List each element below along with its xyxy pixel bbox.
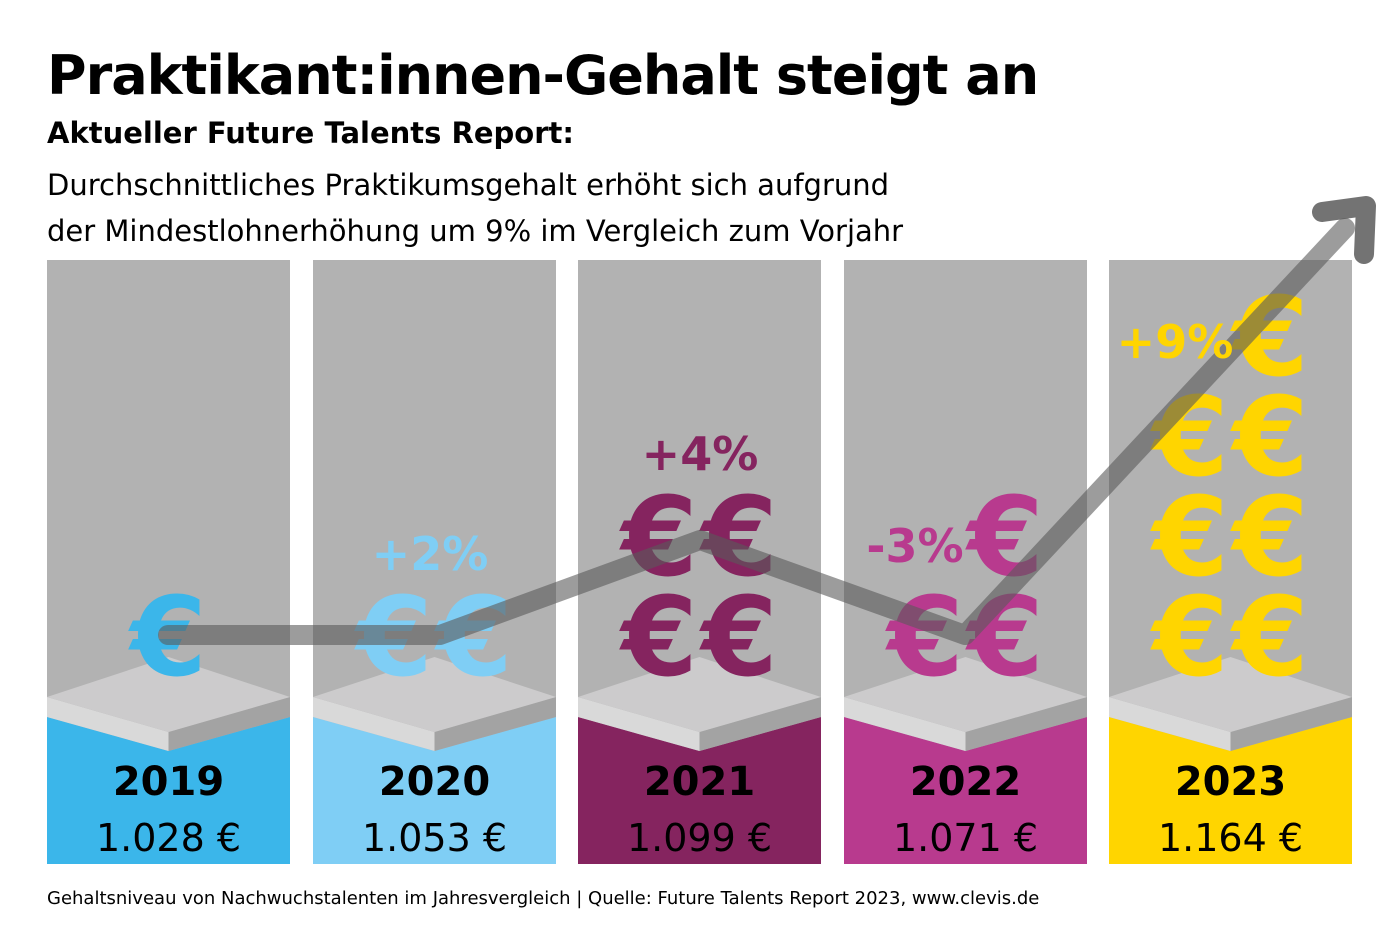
salary-value-label: 1.028 € [96, 816, 241, 860]
trend-line [158, 218, 1355, 645]
euro-icon: € [698, 573, 778, 701]
bar-base [578, 717, 821, 864]
platform-right-face [965, 697, 1087, 751]
platform-left-face [844, 697, 966, 751]
bar-column-2019: 2019 1.028 € [47, 260, 290, 864]
platform-left-face [1109, 697, 1231, 751]
platform-left-face [313, 697, 435, 751]
salary-value-label: 1.099 € [627, 816, 772, 860]
salary-value-label: 1.071 € [893, 816, 1038, 860]
platform-right-face [1230, 697, 1352, 751]
description-line: Durchschnittliches Praktikumsgehalt erhö… [47, 168, 890, 202]
salary-value-label: 1.053 € [362, 816, 507, 860]
platform-top [578, 657, 821, 732]
platform-top [47, 657, 290, 732]
chart-description: Durchschnittliches Praktikumsgehalt erhö… [47, 162, 903, 254]
euro-icon: € [1149, 473, 1229, 601]
year-label: 2023 [1175, 759, 1286, 805]
euro-icon: € [618, 573, 698, 701]
platform-left-face [47, 697, 169, 751]
change-label-2022: -3% [866, 519, 963, 573]
chart-subtitle: Aktueller Future Talents Report: [47, 116, 574, 150]
platform-right-face [699, 697, 821, 751]
source-footer: Gehaltsniveau von Nachwuchstalenten im J… [47, 888, 1040, 909]
year-label: 2020 [379, 759, 490, 805]
euro-icon: € [1229, 573, 1309, 701]
bar-column-2020: 2020 1.053 € [313, 260, 556, 864]
platform-right-face [168, 697, 290, 751]
description-line: der Mindestlohnerhöhung um 9% im Verglei… [47, 214, 904, 248]
euro-icon: € [1229, 373, 1309, 501]
year-label: 2022 [910, 759, 1021, 805]
bar-base [844, 717, 1087, 864]
year-label: 2021 [644, 759, 755, 805]
trend-arrow-head [1312, 196, 1376, 264]
euro-icon: € [1149, 573, 1229, 701]
change-label-2023: +9% [1117, 315, 1234, 369]
euro-icon: € [1229, 473, 1309, 601]
bar-base [47, 717, 290, 864]
platform-top [1109, 657, 1352, 732]
chart-title: Praktikant:innen-Gehalt steigt an [47, 44, 1039, 107]
platform-top [313, 657, 556, 732]
bar-base [313, 717, 556, 864]
platform-top [844, 657, 1087, 732]
year-label: 2019 [113, 759, 224, 805]
change-label-2021: +4% [642, 427, 759, 481]
bar-base [1109, 717, 1352, 864]
platform-left-face [578, 697, 700, 751]
salary-value-label: 1.164 € [1158, 816, 1303, 860]
bar-column-2021: 2021 1.099 € [578, 260, 821, 864]
platform-right-face [434, 697, 556, 751]
change-label-2020: +2% [372, 527, 489, 581]
